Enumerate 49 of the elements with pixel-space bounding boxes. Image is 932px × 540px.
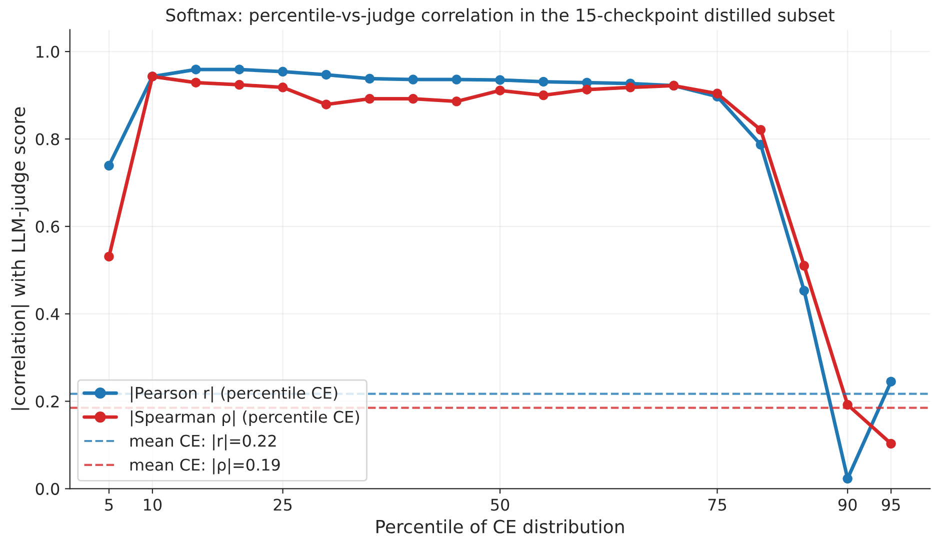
point — [495, 86, 505, 96]
point — [191, 64, 201, 74]
x-tick-label: 25 — [274, 498, 292, 511]
legend-label: mean CE: |r|=0.22 — [130, 434, 276, 450]
point — [278, 82, 288, 92]
x-tick-label: 95 — [882, 498, 900, 511]
point — [104, 252, 114, 262]
x-tick-label: 50 — [491, 498, 510, 511]
point — [234, 80, 244, 90]
point — [452, 74, 462, 84]
y-tick-label: 0.4 — [36, 308, 60, 320]
point — [886, 438, 896, 449]
point — [278, 66, 288, 77]
chart-title: Softmax: percentile-vs-judge correlation in the 15-checkpoint distilled subset — [166, 8, 834, 25]
point — [756, 124, 766, 135]
legend-label: mean CE: |ρ|=0.19 — [130, 458, 280, 474]
y-tick-label: 1.0 — [36, 46, 60, 58]
y-tick-label: 0.0 — [36, 482, 60, 495]
point — [538, 76, 548, 87]
point — [495, 75, 505, 85]
point — [799, 286, 810, 296]
y-axis-title: |correlation| with LLM-judge score — [11, 107, 30, 410]
point — [582, 84, 592, 94]
point — [625, 82, 636, 92]
legend-label: |Pearson r| (percentile CE) — [131, 386, 338, 402]
y-tick-label: 0.2 — [36, 395, 59, 408]
point — [234, 64, 244, 74]
y-tick-label: 0.6 — [36, 220, 60, 233]
x-tick-label: 90 — [838, 498, 857, 511]
x-tick-label: 75 — [708, 498, 726, 511]
point — [321, 70, 332, 80]
point — [191, 78, 201, 88]
point — [712, 88, 722, 98]
point — [886, 376, 896, 386]
x-tick-label: 10 — [144, 498, 162, 511]
point — [104, 160, 114, 171]
point — [364, 94, 375, 104]
point — [799, 260, 810, 271]
point — [452, 96, 462, 106]
point — [842, 474, 852, 484]
point — [538, 90, 548, 100]
legend-label: |Spearman ρ| (percentile CE) — [131, 410, 359, 426]
point — [321, 100, 332, 110]
x-tick-label: 5 — [105, 498, 113, 511]
y-tick-label: 0.8 — [36, 133, 60, 146]
point — [408, 74, 418, 84]
x-axis-title: Percentile of CE distribution — [376, 519, 624, 534]
point — [408, 94, 418, 104]
point — [364, 74, 375, 84]
